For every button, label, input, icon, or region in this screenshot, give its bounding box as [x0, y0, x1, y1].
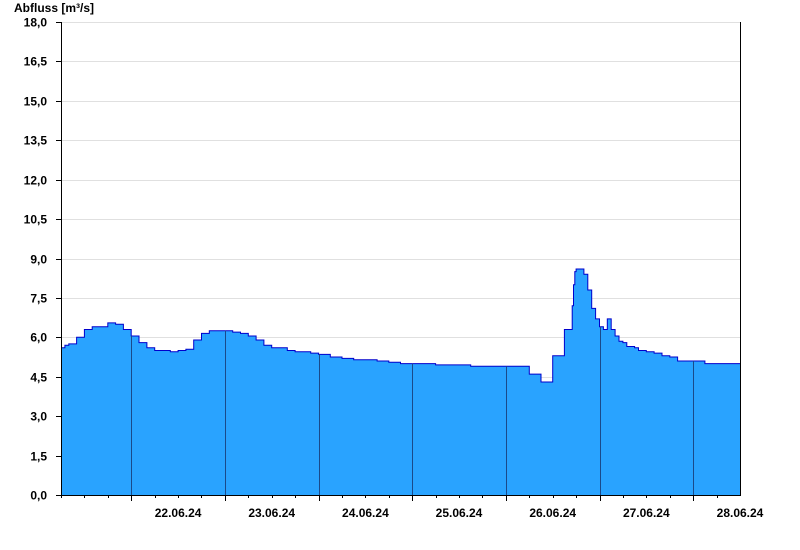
y-tick-label: 3,0: [30, 410, 47, 424]
y-tick-label: 12,0: [24, 174, 48, 188]
axes: [61, 22, 741, 496]
y-tick-label: 15,0: [24, 95, 48, 109]
y-axis-label: Abfluss [m³/s]: [14, 1, 95, 15]
y-tick-label: 4,5: [30, 371, 47, 385]
x-tick-label: 28.06.24: [717, 506, 764, 520]
x-tick-label: 23.06.24: [248, 506, 295, 520]
y-tick-label: 6,0: [30, 331, 47, 345]
y-tick-label: 13,5: [24, 134, 48, 148]
x-tick-label: 22.06.24: [155, 506, 202, 520]
y-tick-label: 16,5: [24, 55, 48, 69]
discharge-area-fill: [61, 269, 740, 495]
y-axis-ticks: 0,0 1,5 3,0 4,5 6,0 7,5 9,0 10,5 12,0 13,5 15,0 16,…: [24, 16, 61, 503]
y-tick-label: 10,5: [24, 213, 48, 227]
y-tick-label: 18,0: [24, 16, 48, 30]
day-separator-lines: [131, 326, 694, 495]
discharge-area-series: [61, 268, 740, 495]
x-tick-label: 24.06.24: [342, 506, 389, 520]
x-axis-ticks: 22.06.24 23.06.24 24.06.24 25.06.24 26.06.24…: [61, 495, 764, 520]
discharge-line: [61, 268, 740, 383]
x-tick-label: 27.06.24: [623, 506, 670, 520]
x-tick-label: 25.06.24: [436, 506, 483, 520]
y-tick-label: 0,0: [30, 489, 47, 503]
y-tick-label: 1,5: [30, 450, 47, 464]
y-tick-label: 7,5: [30, 292, 47, 306]
x-tick-label: 26.06.24: [529, 506, 576, 520]
y-tick-label: 9,0: [30, 253, 47, 267]
